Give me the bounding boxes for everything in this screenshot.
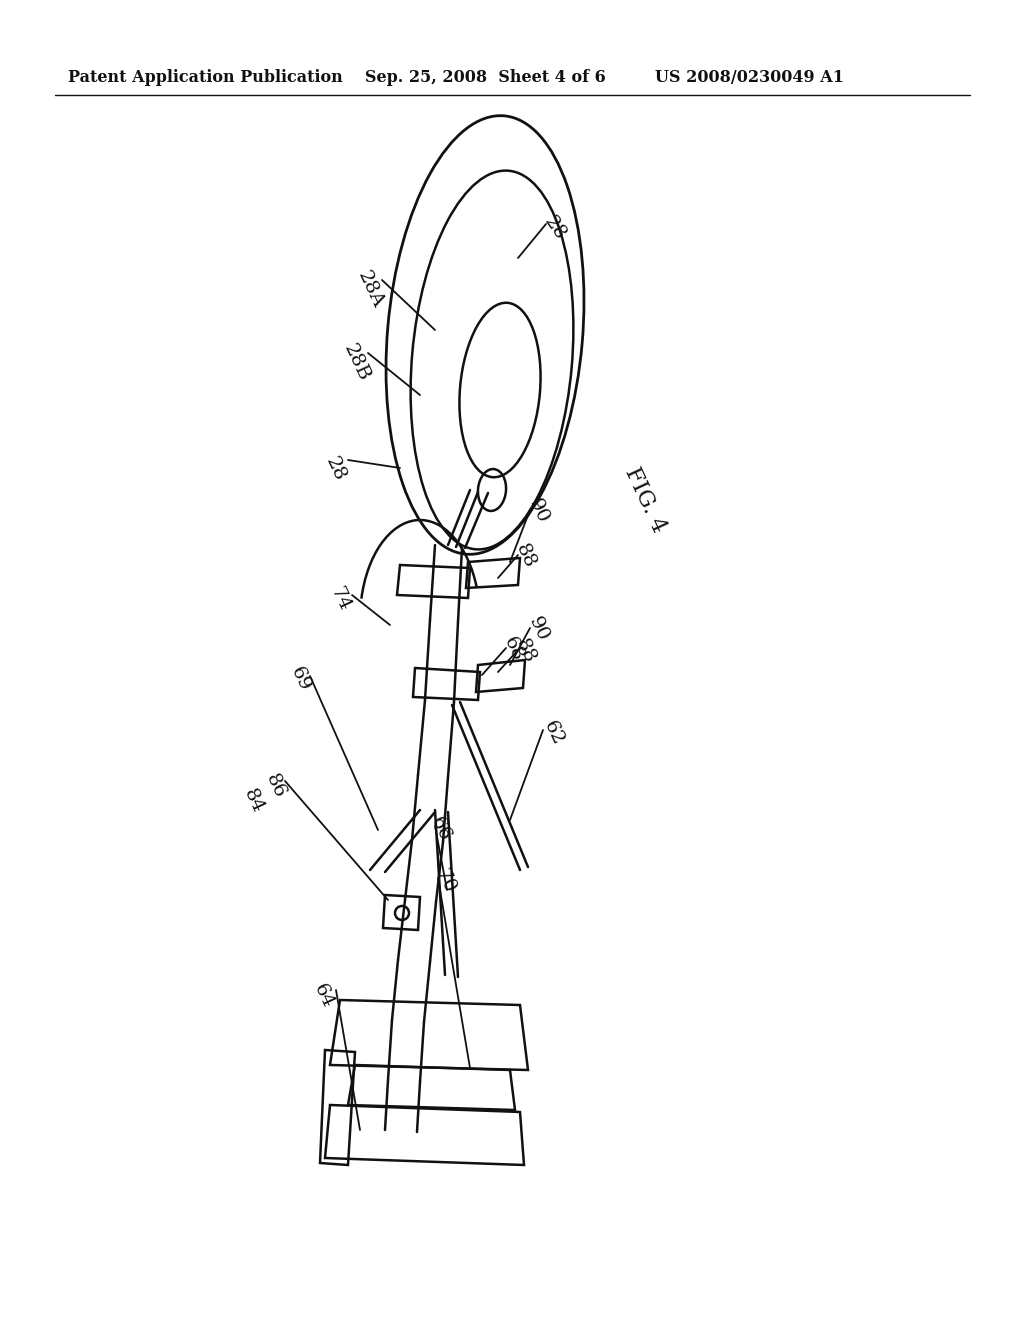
Text: Patent Application Publication: Patent Application Publication <box>68 70 343 87</box>
Text: 88: 88 <box>512 541 539 572</box>
Text: 84: 84 <box>240 787 266 816</box>
Text: 69: 69 <box>287 664 313 694</box>
Text: 90: 90 <box>525 614 552 644</box>
Text: Sep. 25, 2008  Sheet 4 of 6: Sep. 25, 2008 Sheet 4 of 6 <box>365 70 606 87</box>
Text: FIG. 4: FIG. 4 <box>620 463 670 536</box>
Text: 28: 28 <box>541 213 569 243</box>
Text: 68: 68 <box>500 634 526 664</box>
Text: 86: 86 <box>262 771 289 801</box>
Text: US 2008/0230049 A1: US 2008/0230049 A1 <box>655 70 844 87</box>
Text: 64: 64 <box>310 981 337 1011</box>
Text: 28A: 28A <box>354 268 387 312</box>
Text: 28: 28 <box>322 454 348 484</box>
Text: 66: 66 <box>427 814 454 845</box>
Text: 88: 88 <box>512 636 539 667</box>
Text: 90: 90 <box>525 496 552 527</box>
Text: 70: 70 <box>432 866 459 896</box>
Text: 28B: 28B <box>340 341 373 384</box>
Text: 74: 74 <box>327 585 353 614</box>
Text: 62: 62 <box>540 718 566 748</box>
